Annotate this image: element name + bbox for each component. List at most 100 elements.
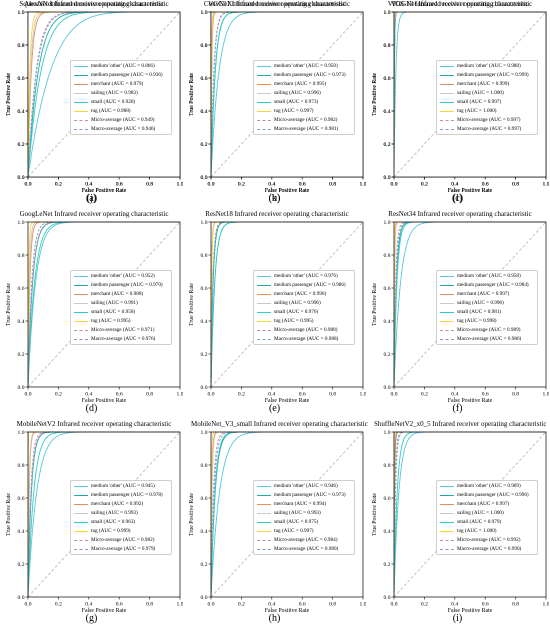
x-tick-label: 0.4 xyxy=(268,602,275,608)
legend-label: Macro-average (AUC = 0.997) xyxy=(457,126,522,132)
legend-swatch xyxy=(440,84,454,85)
y-tick-label: 0.4 xyxy=(18,529,25,535)
legend-swatch xyxy=(257,93,271,94)
x-tick-label: 0.2 xyxy=(238,182,245,188)
x-tick-label: 0.6 xyxy=(116,392,123,398)
legend-label: Macro-average (AUC = 0.988) xyxy=(274,336,339,342)
legend-label: tug (AUC = 1.000) xyxy=(457,528,497,534)
legend-entry: merchant (AUC = 0.994) xyxy=(257,500,353,509)
y-axis-label: True Positive Rate xyxy=(372,73,378,116)
legend-swatch xyxy=(440,339,454,340)
panel-label: (l) xyxy=(452,193,463,204)
legend-swatch xyxy=(440,321,454,322)
legend-entry: tug (AUC = 0.997) xyxy=(257,527,353,536)
legend-label: medium passenger (AUC = 0.973) xyxy=(274,492,346,498)
legend-entry: sailing (AUC = 0.993) xyxy=(74,509,170,518)
y-tick-label: 0.0 xyxy=(201,385,208,391)
x-tick-label: 1.0 xyxy=(360,602,367,608)
legend-entry: small (AUC = 0.997) xyxy=(440,98,536,107)
y-tick-label: 0.4 xyxy=(384,529,391,535)
legend-entry: small (AUC = 0.958) xyxy=(74,308,170,317)
legend-label: tug (AUC = 0.988) xyxy=(91,108,131,114)
x-axis-label: False Positive Rate xyxy=(82,398,127,402)
legend-swatch xyxy=(257,522,271,523)
legend-swatch xyxy=(440,294,454,295)
legend-label: Macro-average (AUC = 0.946) xyxy=(91,126,156,132)
x-tick-label: 0.0 xyxy=(391,182,398,188)
y-tick-label: 1.0 xyxy=(18,10,25,16)
legend-label: Macro-average (AUC = 0.980) xyxy=(274,546,339,552)
legend-entry: sailing (AUC = 0.996) xyxy=(440,299,536,308)
legend-entry: merchant (AUC = 0.995) xyxy=(257,80,353,89)
legend-entry: Micro-average (AUC = 0.982) xyxy=(257,116,353,125)
x-tick-label: 0.4 xyxy=(268,392,275,398)
legend-entry: Micro-average (AUC = 0.988) xyxy=(257,326,353,335)
chart-title: VGG13 Infrared receiver operating charac… xyxy=(391,0,529,8)
legend-swatch xyxy=(440,75,454,76)
roc-panel: ResNet18 Infrared receiver operating cha… xyxy=(183,210,366,420)
legend-entry: small (AUC = 0.963) xyxy=(74,518,170,527)
legend-entry: medium passenger (AUC = 0.999) xyxy=(440,71,536,80)
x-tick-label: 0.6 xyxy=(482,182,489,188)
x-tick-label: 0.8 xyxy=(512,182,519,188)
x-tick-label: 0.2 xyxy=(55,392,62,398)
legend-label: merchant (AUC = 0.988) xyxy=(91,291,144,297)
legend-label: merchant (AUC = 0.997) xyxy=(457,501,510,507)
legend-swatch xyxy=(74,93,88,94)
x-tick-label: 0.4 xyxy=(451,182,458,188)
legend-entry: Macro-average (AUC = 0.988) xyxy=(257,335,353,344)
y-tick-label: 0.0 xyxy=(201,175,208,181)
legend-entry: tug (AUC = 0.997) xyxy=(257,107,353,116)
y-tick-label: 0.4 xyxy=(384,319,391,325)
x-tick-label: 0.8 xyxy=(329,602,336,608)
y-tick-label: 0.4 xyxy=(384,109,391,115)
x-tick-label: 1.0 xyxy=(177,182,184,188)
legend-swatch xyxy=(257,312,271,313)
legend-swatch xyxy=(257,495,271,496)
legend-entry: sailing (AUC = 0.993) xyxy=(257,509,353,518)
legend-label: sailing (AUC = 0.993) xyxy=(274,510,321,516)
legend-swatch xyxy=(440,522,454,523)
x-tick-label: 0.8 xyxy=(146,602,153,608)
y-tick-label: 0.8 xyxy=(384,253,391,259)
legend-label: sailing (AUC = 0.991) xyxy=(91,300,138,306)
legend-swatch xyxy=(440,303,454,304)
legend-entry: sailing (AUC = 0.991) xyxy=(74,299,170,308)
x-tick-label: 0.4 xyxy=(85,392,92,398)
y-tick-label: 0.0 xyxy=(18,175,25,181)
legend-swatch xyxy=(257,303,271,304)
legend-label: Micro-average (AUC = 0.997) xyxy=(457,117,521,123)
y-axis-label: True Positive Rate xyxy=(6,73,12,116)
legend-label: tug (AUC = 0.995) xyxy=(274,318,314,324)
legend-swatch xyxy=(440,66,454,67)
x-tick-label: 0.0 xyxy=(391,602,398,608)
x-tick-label: 0.2 xyxy=(55,182,62,188)
x-axis-label: False Positive Rate xyxy=(265,398,310,402)
legend-entry: Macro-average (AUC = 0.980) xyxy=(257,545,353,554)
x-tick-label: 0.4 xyxy=(85,602,92,608)
legend-swatch xyxy=(74,294,88,295)
y-tick-label: 1.0 xyxy=(384,10,391,16)
legend-swatch xyxy=(74,486,88,487)
legend-swatch xyxy=(257,321,271,322)
panel-label: (h) xyxy=(268,613,281,624)
legend-label: medium passenger (AUC = 0.970) xyxy=(91,282,163,288)
x-tick-label: 0.2 xyxy=(238,602,245,608)
legend-label: sailing (AUC = 0.993) xyxy=(91,510,138,516)
legend: medium 'other' (AUC = 0.988) medium passe… xyxy=(436,60,538,135)
legend-swatch xyxy=(257,339,271,340)
legend-entry: Macro-average (AUC = 0.979) xyxy=(74,545,170,554)
legend-label: merchant (AUC = 0.994) xyxy=(274,501,327,507)
legend-entry: Micro-average (AUC = 0.989) xyxy=(440,326,536,335)
y-tick-label: 0.4 xyxy=(384,109,391,115)
legend: medium 'other' (AUC = 0.976) medium passe… xyxy=(253,270,355,345)
x-tick-label: 0.6 xyxy=(116,602,123,608)
legend: medium 'other' (AUC = 0.866) medium passe… xyxy=(70,60,172,135)
legend-label: medium 'other' (AUC = 0.958) xyxy=(457,273,521,279)
panel-label: (j) xyxy=(86,193,97,204)
y-tick-label: 1.0 xyxy=(18,220,25,226)
roc-panel: VIOS-Net Infrared receiver operating cha… xyxy=(366,0,549,210)
axes-frame xyxy=(393,221,547,388)
y-tick-label: 0.6 xyxy=(201,76,208,82)
legend-label: Macro-average (AUC = 0.976) xyxy=(91,336,156,342)
